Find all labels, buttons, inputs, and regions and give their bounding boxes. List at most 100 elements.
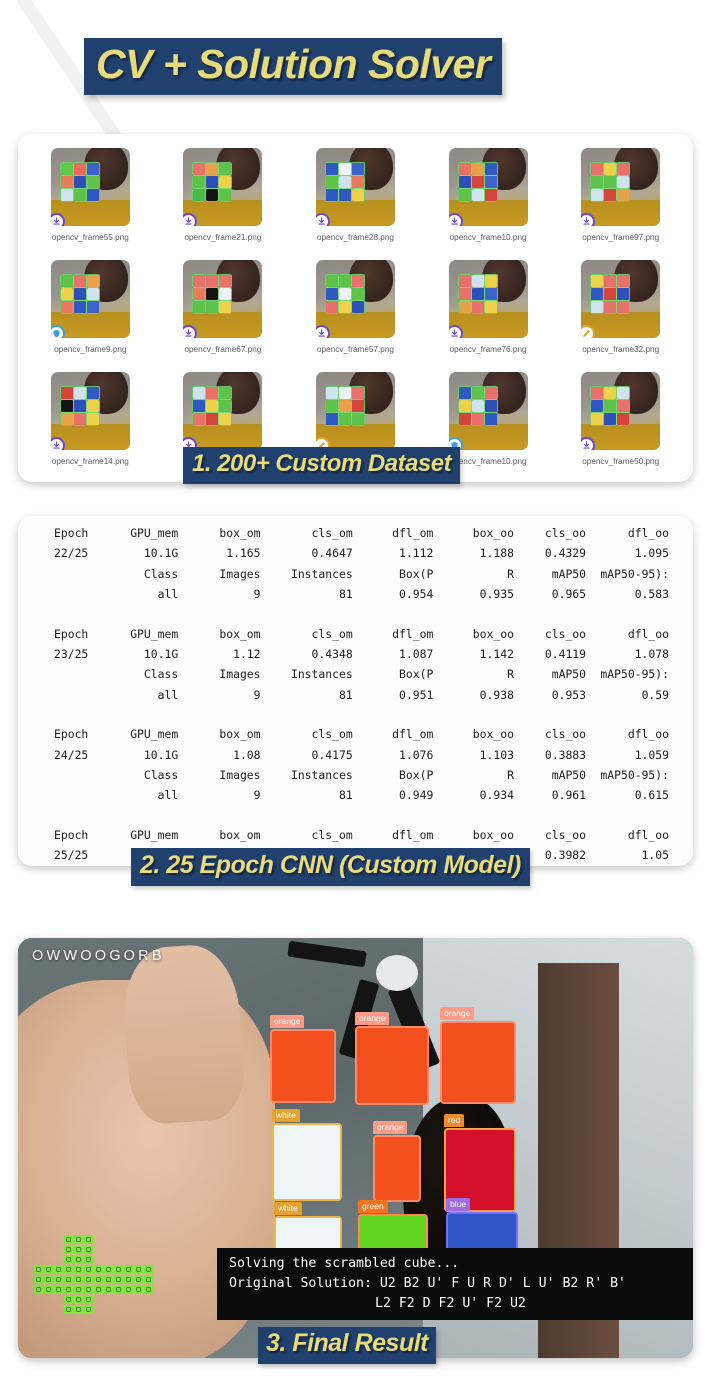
cube-net-dot <box>54 1285 63 1294</box>
training-log-row: Epoch GPU_mem box_om cls_om dfl_om box_oo cls_… <box>26 727 685 747</box>
dataset-thumbnail-item[interactable]: opencv_frame55.png <box>26 148 155 256</box>
dataset-thumbnail-item[interactable]: opencv_frame28.png <box>291 148 420 256</box>
final-result-photo: OWWOOGORB orange orange orange white orange r… <box>18 938 693 1358</box>
dataset-thumbnail-label: opencv_frame10.png <box>449 233 527 242</box>
training-log-cell: 0.4175 <box>311 747 353 762</box>
dataset-thumbnail-image[interactable] <box>315 372 395 450</box>
dataset-thumbnail-image[interactable] <box>183 148 263 226</box>
dataset-thumbnail-label: opencv_frame10.png <box>449 457 527 466</box>
cube-net-dot <box>104 1295 113 1304</box>
training-log-cell: cls_om <box>311 827 353 842</box>
dataset-thumbnail-item[interactable]: opencv_frame14.png <box>26 372 155 480</box>
cube-face-preview <box>59 386 100 426</box>
training-log-cell: Epoch <box>54 526 89 540</box>
dataset-thumbnail-grid[interactable]: opencv_frame55.png opencv_frame21.png open… <box>26 148 685 480</box>
dataset-thumbnail-image[interactable] <box>448 260 528 338</box>
cube-net-dot <box>54 1265 63 1274</box>
cube-net-dot <box>84 1245 93 1254</box>
dataset-thumbnail-item[interactable]: opencv_frame57.png <box>291 260 420 368</box>
download-icon[interactable] <box>183 437 198 450</box>
training-log-cell: Box(P <box>399 767 434 782</box>
cube-net-dot <box>44 1275 53 1284</box>
training-log-cell: dfl_om <box>392 526 434 540</box>
training-log-cell: 0.938 <box>479 687 514 702</box>
shield-icon[interactable] <box>50 325 65 338</box>
cube-net-dot <box>54 1255 63 1264</box>
download-icon[interactable] <box>581 437 596 450</box>
dataset-thumbnail-item[interactable]: opencv_frame10.png <box>424 148 553 256</box>
dataset-thumbnail-item[interactable]: opencv_frame32.png <box>556 260 685 368</box>
dataset-thumbnail-image[interactable] <box>448 148 528 226</box>
training-log-cell: Epoch <box>54 827 89 842</box>
download-icon[interactable] <box>448 325 463 338</box>
dataset-thumbnail-item[interactable]: opencv_frame97.png <box>556 148 685 256</box>
cube-face-preview <box>324 274 365 314</box>
training-log-card: Epoch GPU_mem box_om cls_om dfl_om box_oo cls_… <box>18 516 693 866</box>
dataset-thumbnail-image[interactable] <box>581 372 661 450</box>
terminal-line-solution: Original Solution: U2 B2 U' F U R D' L U… <box>229 1276 626 1291</box>
dataset-thumbnail-image[interactable] <box>50 372 130 450</box>
shield-icon[interactable] <box>448 437 463 450</box>
cube-net-dot <box>114 1265 123 1274</box>
cube-net-dot <box>124 1295 133 1304</box>
download-icon[interactable] <box>315 325 330 338</box>
download-icon[interactable] <box>315 213 330 226</box>
dataset-thumbnail-item[interactable]: opencv_frame10.png <box>424 372 553 480</box>
training-log-cell: 9 <box>253 687 261 702</box>
detection-label: blue <box>446 1198 471 1211</box>
cube-net-dot <box>104 1305 113 1314</box>
dataset-thumbnail-image[interactable] <box>581 148 661 226</box>
download-icon[interactable] <box>50 437 65 450</box>
dataset-thumbnail-item[interactable]: opencv_frame76.png <box>424 260 553 368</box>
dataset-thumbnail-image[interactable] <box>315 148 395 226</box>
cube-net-dot <box>144 1255 153 1264</box>
download-icon[interactable] <box>183 325 198 338</box>
cube-net-dot <box>64 1245 73 1254</box>
pencil-icon[interactable] <box>315 437 330 450</box>
cube-face-preview <box>59 274 100 314</box>
cube-net-dot <box>124 1285 133 1294</box>
download-icon[interactable] <box>581 213 596 226</box>
dataset-thumbnail-image[interactable] <box>50 148 130 226</box>
training-log-cell: GPU_mem <box>130 626 179 641</box>
cube-net-dot <box>34 1295 43 1304</box>
caption-dataset: 1. 200+ Custom Dataset <box>183 447 461 484</box>
download-icon[interactable] <box>448 213 463 226</box>
training-log-cell: 1.078 <box>634 646 669 661</box>
dataset-thumbnail-item[interactable]: opencv_frame50.png <box>556 372 685 480</box>
training-log-cell: 1.188 <box>479 546 514 561</box>
cube-net-dot <box>134 1245 143 1254</box>
dataset-thumbnail-label: opencv_frame32.png <box>582 345 660 354</box>
cube-net-dot <box>74 1255 83 1264</box>
dataset-thumbnail-image[interactable] <box>50 260 130 338</box>
dataset-thumbnail-image[interactable] <box>581 260 661 338</box>
dataset-thumbnail-image[interactable] <box>183 372 263 450</box>
download-icon[interactable] <box>50 213 65 226</box>
dataset-thumbnail-item[interactable]: opencv_frame21.png <box>159 148 288 256</box>
cube-face-preview <box>192 162 233 202</box>
cube-net-dot <box>34 1245 43 1254</box>
training-log-cell: 1.165 <box>226 546 261 561</box>
training-log-cell: dfl_om <box>392 827 434 842</box>
pencil-icon[interactable] <box>581 325 596 338</box>
cube-net-dot <box>84 1285 93 1294</box>
dataset-thumbnail-item[interactable]: opencv_frame9.png <box>26 260 155 368</box>
cube-net-dot <box>94 1295 103 1304</box>
dataset-thumbnail-image[interactable] <box>183 260 263 338</box>
training-log-cell: 0.949 <box>399 788 434 803</box>
cube-face-preview <box>457 386 498 426</box>
dataset-thumbnail-item[interactable]: opencv_frame67.png <box>159 260 288 368</box>
cube-net-dot <box>74 1275 83 1284</box>
training-log-cell: 1.112 <box>399 546 434 561</box>
cube-net-dot <box>44 1255 53 1264</box>
cube-net-dot <box>84 1265 93 1274</box>
cube-face-preview <box>324 386 365 426</box>
detection-label: orange <box>440 1007 475 1020</box>
training-log-cell <box>26 587 95 607</box>
training-log-cell: dfl_oo <box>627 626 669 641</box>
dataset-thumbnail-image[interactable] <box>315 260 395 338</box>
download-icon[interactable] <box>183 213 198 226</box>
cube-net-dot <box>74 1295 83 1304</box>
training-log-cell: mAP50 <box>551 767 587 782</box>
dataset-thumbnail-image[interactable] <box>448 372 528 450</box>
